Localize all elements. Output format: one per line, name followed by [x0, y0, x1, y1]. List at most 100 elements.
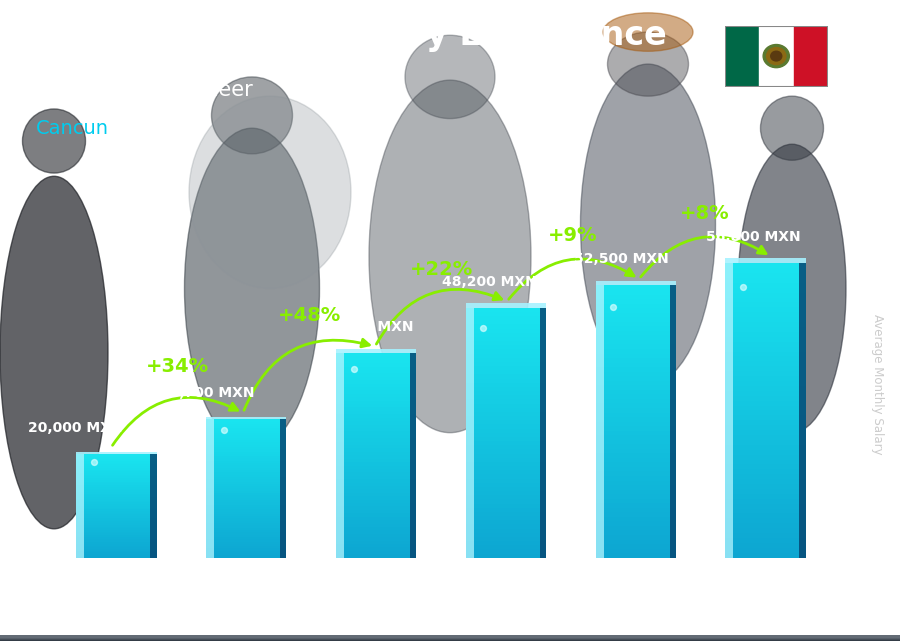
Bar: [465, 454, 546, 458]
Bar: [0, 635, 900, 638]
Bar: [0, 636, 900, 639]
Bar: [336, 408, 417, 411]
Bar: [0, 638, 900, 641]
Bar: [336, 377, 417, 380]
Bar: [0, 635, 900, 638]
Bar: [0, 635, 900, 638]
Bar: [336, 438, 417, 442]
Bar: [0, 637, 900, 640]
Bar: [0, 638, 900, 641]
Bar: [336, 380, 417, 383]
Bar: [336, 554, 417, 558]
Bar: [0, 636, 900, 639]
Bar: [0, 635, 900, 638]
Bar: [725, 406, 806, 410]
Bar: [725, 469, 806, 474]
Text: 5 to 10: 5 to 10: [341, 580, 410, 598]
Bar: [0, 637, 900, 640]
Bar: [0, 637, 900, 640]
Bar: [206, 428, 286, 431]
Bar: [76, 488, 157, 490]
Bar: [465, 420, 546, 424]
Bar: [0, 637, 900, 640]
Bar: [76, 538, 157, 540]
Bar: [0, 635, 900, 638]
Bar: [596, 367, 676, 372]
Ellipse shape: [22, 109, 86, 173]
Bar: [76, 506, 157, 508]
Bar: [465, 408, 546, 412]
Bar: [336, 356, 417, 360]
Bar: [76, 466, 157, 468]
Bar: [0, 635, 900, 638]
Bar: [0, 637, 900, 640]
Bar: [206, 493, 286, 495]
Bar: [725, 307, 806, 312]
Bar: [206, 519, 286, 520]
Text: 56,800 MXN: 56,800 MXN: [706, 230, 800, 244]
Bar: [336, 530, 417, 534]
Bar: [725, 440, 806, 445]
Bar: [0, 637, 900, 640]
Bar: [725, 538, 806, 543]
Bar: [0, 637, 900, 640]
Bar: [0, 637, 900, 640]
Bar: [0, 635, 900, 638]
Ellipse shape: [760, 96, 824, 160]
Bar: [670, 285, 676, 558]
Bar: [336, 551, 417, 554]
Bar: [0, 637, 900, 640]
Bar: [0, 637, 900, 640]
Bar: [76, 523, 157, 525]
Bar: [725, 543, 806, 548]
Bar: [465, 541, 546, 545]
Bar: [336, 387, 417, 390]
Bar: [0, 635, 900, 638]
Bar: [596, 490, 676, 494]
Bar: [0, 635, 900, 638]
Bar: [0, 637, 900, 640]
Bar: [596, 417, 676, 422]
Bar: [725, 303, 806, 307]
Bar: [0, 637, 900, 640]
Bar: [336, 367, 417, 370]
Bar: [0, 637, 900, 640]
Bar: [596, 349, 676, 354]
Bar: [596, 540, 676, 544]
Bar: [0, 638, 900, 641]
Bar: [76, 518, 157, 520]
Bar: [0, 635, 900, 638]
Bar: [206, 417, 286, 419]
Bar: [0, 636, 900, 639]
Bar: [0, 638, 900, 641]
Text: Salary Comparison By Experience: Salary Comparison By Experience: [36, 19, 667, 52]
Bar: [76, 454, 85, 558]
Bar: [0, 637, 900, 640]
Bar: [76, 468, 157, 469]
Bar: [76, 475, 157, 476]
Bar: [465, 395, 546, 399]
Bar: [465, 383, 546, 387]
Bar: [0, 635, 900, 638]
Bar: [336, 493, 417, 496]
Bar: [76, 526, 157, 528]
Bar: [596, 458, 676, 462]
Bar: [0, 635, 900, 638]
Bar: [206, 551, 286, 553]
Bar: [725, 322, 806, 327]
Bar: [596, 295, 676, 299]
Bar: [76, 549, 157, 551]
Bar: [725, 268, 806, 273]
Bar: [206, 426, 286, 428]
Bar: [0, 637, 900, 640]
Bar: [0, 635, 900, 638]
Bar: [76, 513, 157, 515]
Bar: [280, 419, 286, 558]
Bar: [596, 363, 676, 367]
Bar: [0, 637, 900, 640]
Bar: [206, 542, 286, 544]
Bar: [596, 322, 676, 326]
Bar: [465, 554, 546, 558]
Bar: [206, 526, 286, 528]
Bar: [465, 399, 546, 404]
